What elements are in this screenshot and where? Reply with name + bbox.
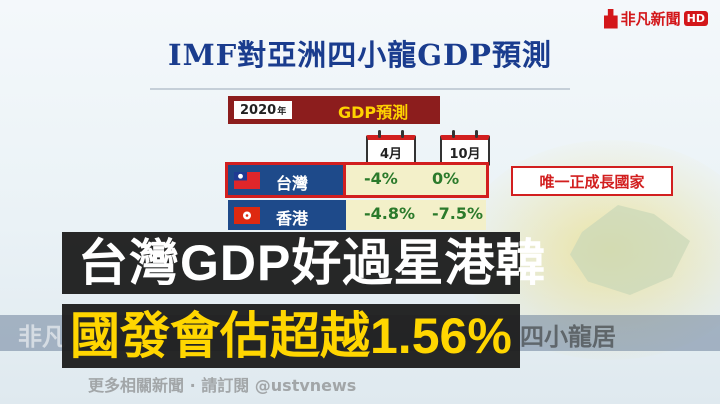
broadcaster-logo: 非凡新聞 HD	[603, 8, 708, 29]
country-name-taiwan: 台灣	[276, 174, 309, 193]
logo-text: 非凡新聞	[620, 10, 681, 28]
status-badge: 唯一正成長國家	[511, 166, 673, 196]
year-value: 2020	[240, 102, 277, 118]
hongkong-october-value: -7.5%	[432, 204, 484, 223]
subtitle-box-1	[62, 232, 520, 294]
month-october-label: 10月	[449, 146, 481, 162]
subtitle-box-2	[62, 304, 520, 368]
hongkong-april-value: -4.8%	[364, 204, 416, 223]
country-cell-hongkong: 香港	[228, 200, 346, 230]
table-row-hongkong: 香港 -4.8% -7.5%	[228, 200, 508, 230]
year-suffix: 年	[277, 106, 287, 117]
footer-caption: 更多相關新聞 · 請訂閱 @ustvnews	[88, 376, 357, 395]
country-cell-taiwan: 台灣	[225, 162, 349, 198]
taiwan-october-value: 0%	[432, 169, 460, 188]
graphic-title: IMF對亞洲四小龍GDP預測	[168, 38, 552, 72]
year-badge: 2020 年	[234, 101, 293, 119]
taiwan-april-value: -4%	[364, 169, 398, 188]
hd-badge: HD	[683, 11, 708, 26]
country-name-hongkong: 香港	[276, 209, 309, 228]
subtitle-line-1: 台灣GDP好過星港韓	[78, 235, 547, 291]
calendar-icon-october: 10月	[440, 130, 490, 166]
month-april-label: 4月	[379, 146, 403, 162]
hongkong-flag-icon	[234, 207, 260, 224]
values-cell-hongkong: -4.8% -7.5%	[346, 200, 486, 230]
calendar-icon-april: 4月	[366, 130, 416, 166]
taiwan-flag-icon	[234, 172, 260, 189]
subtitle-line-2: 國發會估超越1.56%	[70, 308, 512, 364]
gdp-header-bar: 2020 年 GDP預測	[228, 96, 440, 124]
logo-icon	[603, 8, 618, 29]
ticker-right-text: 四小龍居	[520, 323, 616, 351]
title-divider	[150, 88, 570, 90]
values-cell-taiwan: -4% 0%	[343, 162, 489, 198]
table-row-taiwan: 台灣 -4% 0% 唯一正成長國家	[225, 162, 673, 198]
ticker-left-text: 非凡	[18, 323, 66, 351]
gdp-forecast-label: GDP預測	[338, 103, 409, 122]
